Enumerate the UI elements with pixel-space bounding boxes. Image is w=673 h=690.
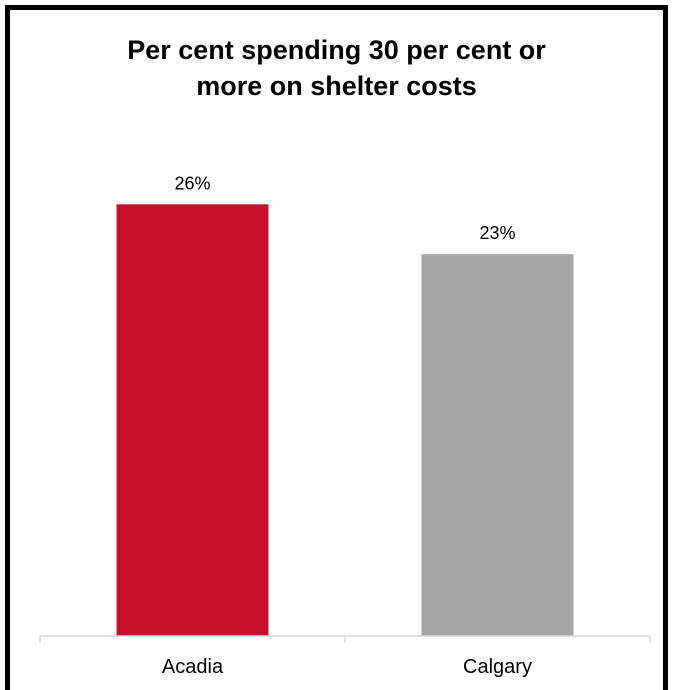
chart-title: Per cent spending 30 per cent or more on…	[0, 32, 673, 104]
data-label-calgary: 23%	[479, 223, 515, 243]
chart-title-line-2: more on shelter costs	[196, 71, 477, 101]
x-tick-label-acadia: Acadia	[162, 656, 224, 678]
data-label-acadia: 26%	[174, 173, 210, 193]
bar-acadia	[116, 204, 269, 636]
chart-title-line-1: Per cent spending 30 per cent or	[127, 35, 546, 65]
bar-calgary	[421, 254, 574, 636]
x-tick-label-calgary: Calgary	[463, 656, 532, 678]
